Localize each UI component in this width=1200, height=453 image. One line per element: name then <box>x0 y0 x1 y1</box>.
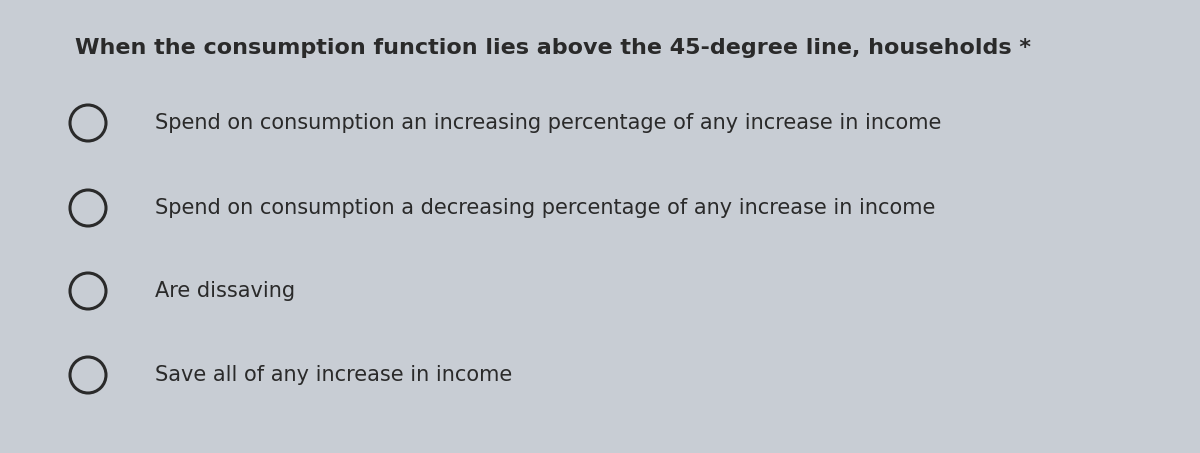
Text: Spend on consumption a decreasing percentage of any increase in income: Spend on consumption a decreasing percen… <box>155 198 935 218</box>
Text: Are dissaving: Are dissaving <box>155 281 295 301</box>
Text: When the consumption function lies above the 45-degree line, households *: When the consumption function lies above… <box>74 38 1031 58</box>
Text: Save all of any increase in income: Save all of any increase in income <box>155 365 512 385</box>
Text: Spend on consumption an increasing percentage of any increase in income: Spend on consumption an increasing perce… <box>155 113 941 133</box>
